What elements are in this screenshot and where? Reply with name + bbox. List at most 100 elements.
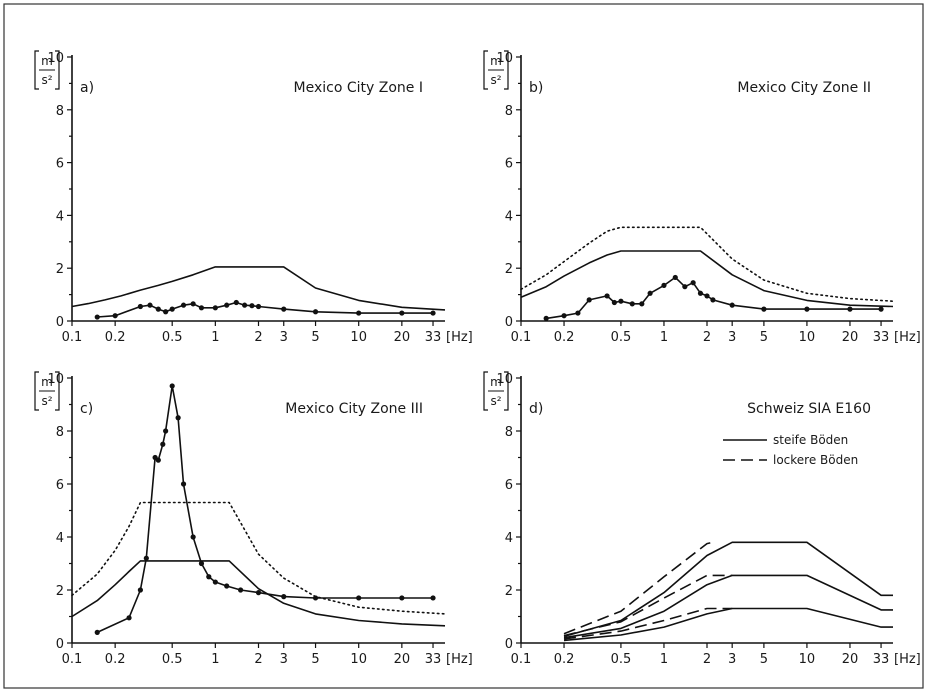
x-tick-label: 33 [873,330,890,345]
data-point [672,274,678,281]
data-point [281,594,287,600]
y-tick-label: 4 [56,209,64,224]
x-tick-label: 0.5 [611,330,632,345]
data-point [143,555,149,561]
y-tick-label: 6 [505,157,513,172]
x-unit-label: [Hz] [446,330,473,345]
y-tick-label: 8 [56,425,64,440]
x-tick-label: 10 [350,330,367,345]
data-point [180,481,187,487]
x-tick-label: 0.2 [105,652,126,667]
y-tick-label: 6 [56,478,64,493]
panel-c: 0 2 4 6 8 10 0.1 0.2 0.5 1 2 3 5 10 20 33 [Hz] m s² c) Mexic… [34,371,473,667]
unit-bracket-left [34,50,39,90]
x-tick-label: 0.1 [511,330,532,345]
data-point [224,583,230,589]
data-point [163,428,169,434]
data-point [604,293,610,299]
x-tick-label: 2 [254,652,262,667]
unit-bracket-left [483,50,488,90]
y-tick-label: 2 [505,262,513,277]
unit-numerator: m [41,375,53,389]
data-point [611,299,617,306]
data-point [761,306,767,312]
data-point [175,415,181,421]
x-tick-label: 10 [350,652,367,667]
data-point [729,302,735,308]
series-line-1 [563,541,893,638]
panel-title: Mexico City Zone II [737,80,871,96]
x-tick-label: 20 [842,330,859,345]
x-unit-label: [Hz] [894,652,921,667]
panel-d: 0 2 4 6 8 10 0.1 0.2 0.5 1 2 3 5 10 20 33 [Hz] m s² d) Schwe… [483,371,921,667]
data-point [190,301,196,307]
x-tick-label: 0.5 [162,330,183,345]
data-point [430,310,436,316]
data-point [682,284,688,290]
x-tick-label: 1 [211,652,219,667]
unit-bracket-right [504,50,509,90]
data-point [112,313,118,319]
data-point [163,309,169,315]
x-tick-label: 0.2 [554,330,575,345]
panel-title: Schweiz SIA E160 [747,401,871,417]
data-point [137,303,143,310]
y-tick-label: 4 [505,531,513,546]
x-tick-label: 33 [425,330,442,345]
data-point [710,297,716,303]
y-tick-label: 2 [56,584,64,599]
data-point [281,306,287,312]
data-point [155,457,161,463]
x-tick-label: 20 [394,652,411,667]
x-tick-label: 2 [254,330,262,345]
data-point [212,305,218,311]
y-tick-label: 2 [505,584,513,599]
data-point [237,587,244,593]
x-tick-label: 20 [842,652,859,667]
data-point [575,310,581,316]
y-tick-label: 10 [496,372,513,387]
unit-denominator: s² [41,73,52,87]
legend-label: lockere Böden [773,453,858,467]
data-point [543,315,549,321]
x-tick-label: 0.2 [554,652,575,667]
data-point [661,282,667,288]
y-tick-label: 10 [47,372,64,387]
unit-bracket-left [34,371,39,411]
x-tick-label: 5 [311,330,319,345]
data-point [639,301,645,307]
panel-title: Mexico City Zone III [285,401,423,417]
unit-numerator: m [490,375,502,389]
data-point [399,310,405,316]
y-unit-label: m s² [483,371,509,411]
x-tick-label: 1 [660,652,668,667]
data-point [561,313,567,319]
y-tick-label: 4 [505,209,513,224]
y-tick-label: 0 [56,315,64,330]
panel-letter: a) [80,80,94,96]
y-tick-label: 10 [47,51,64,66]
y-tick-label: 0 [505,637,513,652]
panel-title: Mexico City Zone I [294,80,423,96]
y-tick-label: 0 [505,315,513,330]
x-tick-label: 0.5 [611,652,632,667]
data-point [697,290,704,296]
figure-frame [3,3,924,689]
data-point [618,298,624,304]
series-line-6 [563,607,733,640]
x-tick-label: 0.1 [62,652,83,667]
unit-bracket-right [55,371,60,411]
unit-numerator: m [41,54,53,68]
data-point [430,595,436,601]
data-point [198,305,205,311]
data-point [160,441,166,447]
x-tick-label: 10 [799,652,816,667]
series-line-2 [520,250,894,308]
unit-bracket-right [504,371,509,411]
x-tick-label: 3 [728,330,736,345]
data-point [878,306,884,312]
y-tick-label: 8 [56,104,64,119]
data-point [212,579,218,585]
data-point [224,302,230,308]
